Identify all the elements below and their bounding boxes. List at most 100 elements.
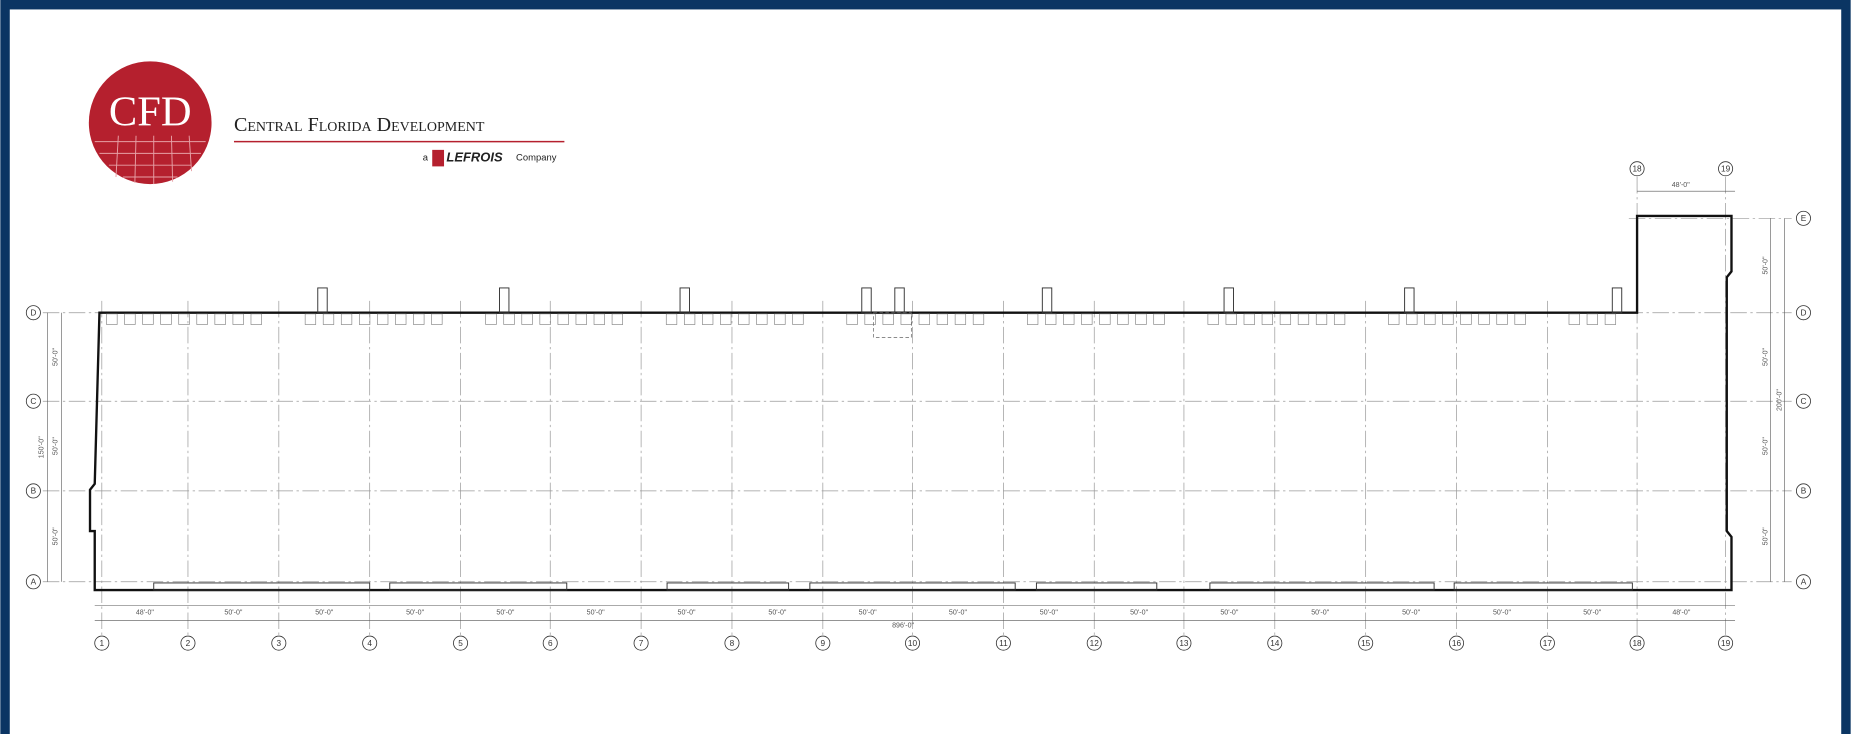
dock-door (1297, 313, 1310, 325)
dock-door (124, 313, 136, 325)
bay-dimension: 50'-0" (406, 608, 425, 616)
dock-door (1135, 313, 1147, 325)
dock-door (413, 313, 425, 325)
dock-door (160, 313, 172, 325)
annex-dimension: 48'-0" (1672, 181, 1691, 189)
bay-dimension: 50'-0" (1402, 608, 1421, 616)
dock-door (1063, 313, 1075, 325)
left-dimension: 50'-0" (52, 347, 60, 366)
stair (1041, 287, 1053, 314)
stair (1611, 287, 1623, 314)
column-bubble (724, 635, 740, 651)
row-label: D (30, 308, 36, 317)
column-bubble (1629, 635, 1645, 651)
stair (1404, 287, 1415, 314)
bay-dimension: 50'-0" (678, 608, 697, 616)
dock-door (1027, 313, 1039, 325)
dock-door (503, 313, 515, 325)
dock-pit (873, 312, 912, 338)
dock-door (1207, 313, 1219, 325)
dock-door (1261, 313, 1273, 325)
storefront (809, 582, 1016, 591)
dock-door (756, 313, 768, 325)
column-label: 1 (100, 639, 105, 648)
dock-door (972, 313, 985, 325)
dock-door (539, 313, 551, 325)
dock-door (359, 313, 371, 325)
dock-door (1081, 313, 1093, 325)
column-label: 6 (548, 639, 553, 648)
column-bubble (542, 635, 558, 651)
overall-dimension: 896'-0" (892, 621, 914, 629)
dock-door (1225, 313, 1237, 325)
bay-dimension: 50'-0" (949, 608, 968, 616)
row-label: B (1801, 487, 1807, 496)
column-label: 17 (1543, 639, 1553, 648)
dock-door (918, 313, 930, 325)
row-bubble (25, 483, 41, 499)
stair (861, 287, 872, 314)
dock-door (774, 313, 786, 325)
column-label: 18 (1632, 639, 1642, 648)
storefront (1209, 582, 1435, 591)
dock-door (250, 313, 262, 325)
storefront (1035, 582, 1158, 591)
dock-door (431, 313, 443, 325)
column-bubble (1718, 161, 1734, 177)
column-label: 7 (639, 639, 644, 648)
column-bubble (1718, 635, 1734, 651)
column-label: 19 (1721, 639, 1731, 648)
logo-grid (94, 135, 206, 185)
bay-dimension: 50'-0" (859, 608, 878, 616)
dock-door (1117, 313, 1129, 325)
dock-door (1586, 313, 1598, 325)
bay-dimension: 50'-0" (224, 608, 243, 616)
tagline-suffix: Company (516, 153, 557, 164)
column-bubble (995, 635, 1011, 651)
right-dimension: 50'-0" (1762, 527, 1770, 546)
dock-door (395, 313, 407, 325)
tagline-prefix: a (423, 153, 429, 164)
bay-dimension: 50'-0" (1130, 608, 1149, 616)
column-bubble (271, 635, 287, 651)
column-bubble (1176, 635, 1192, 651)
row-label: C (1800, 397, 1806, 406)
dock-door (214, 313, 226, 325)
column-bubble (362, 635, 378, 651)
column-label: 5 (458, 639, 463, 648)
row-label: C (30, 397, 36, 406)
dock-door (1424, 313, 1436, 325)
dock-door (1099, 313, 1111, 325)
right-overall: 200'-0" (1776, 389, 1784, 411)
column-bubble (905, 635, 921, 651)
dock-door (1604, 313, 1617, 325)
bay-dimension: 48'-0" (1672, 608, 1691, 616)
bay-dimension: 50'-0" (496, 608, 515, 616)
stair (1223, 287, 1234, 314)
dock-door (593, 313, 605, 325)
dock-door (1478, 313, 1490, 325)
dock-door (304, 313, 317, 325)
building-outline (88, 214, 1733, 592)
dock-door (1333, 313, 1346, 325)
column-bubble (453, 635, 469, 651)
dock-door (882, 313, 894, 325)
storefront (389, 582, 568, 591)
dock-door (738, 313, 750, 325)
dock-door (1153, 313, 1165, 325)
storefront (1453, 582, 1633, 591)
dock-door (1045, 313, 1057, 325)
column-label: 13 (1179, 639, 1189, 648)
column-label: 2 (186, 639, 191, 648)
dock-door (1279, 313, 1292, 325)
bay-dimension: 48'-0" (136, 608, 155, 616)
brand-icon (432, 149, 445, 167)
dock-door (683, 313, 696, 325)
dock-door (1568, 313, 1580, 325)
dock-door (1460, 313, 1472, 325)
left-dimension: 50'-0" (52, 527, 60, 546)
brand: LeFrois (446, 150, 503, 165)
dock-door (1406, 313, 1418, 325)
